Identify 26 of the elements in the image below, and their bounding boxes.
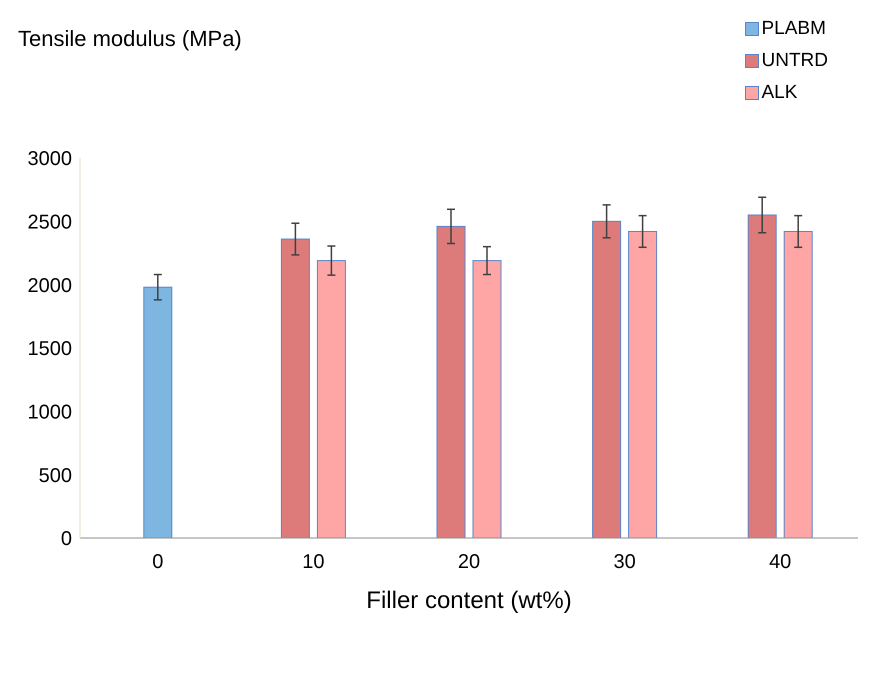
y-tick-label: 2000 <box>28 274 72 297</box>
y-tick-label: 1000 <box>28 401 72 424</box>
bar <box>748 214 777 538</box>
y-tick-label: 1500 <box>28 338 72 360</box>
legend-label: ALK <box>762 82 798 104</box>
x-tick-label: 0 <box>152 551 164 574</box>
legend-label: PLABM <box>762 18 826 40</box>
y-tick-label: 2500 <box>28 211 72 234</box>
bar <box>280 238 310 538</box>
x-tick-label: 30 <box>613 551 636 574</box>
bar <box>316 260 346 538</box>
bar <box>436 226 466 538</box>
y-tick-label: 0 <box>60 528 72 550</box>
x-tick-label: 10 <box>302 551 325 574</box>
y-axis-title: Tensile modulus (MPa) <box>18 26 242 52</box>
bar <box>472 260 502 538</box>
bar <box>628 230 658 538</box>
y-tick-label: 3000 <box>28 148 72 170</box>
bar <box>592 220 622 538</box>
bar <box>784 230 813 538</box>
x-tick-label: 40 <box>769 551 792 574</box>
x-axis-title: Filler content (wt%) <box>366 587 572 614</box>
legend-label: UNTRD <box>762 50 828 72</box>
y-tick-label: 500 <box>38 464 72 487</box>
bar <box>143 286 172 538</box>
x-tick-label: 20 <box>458 551 480 574</box>
